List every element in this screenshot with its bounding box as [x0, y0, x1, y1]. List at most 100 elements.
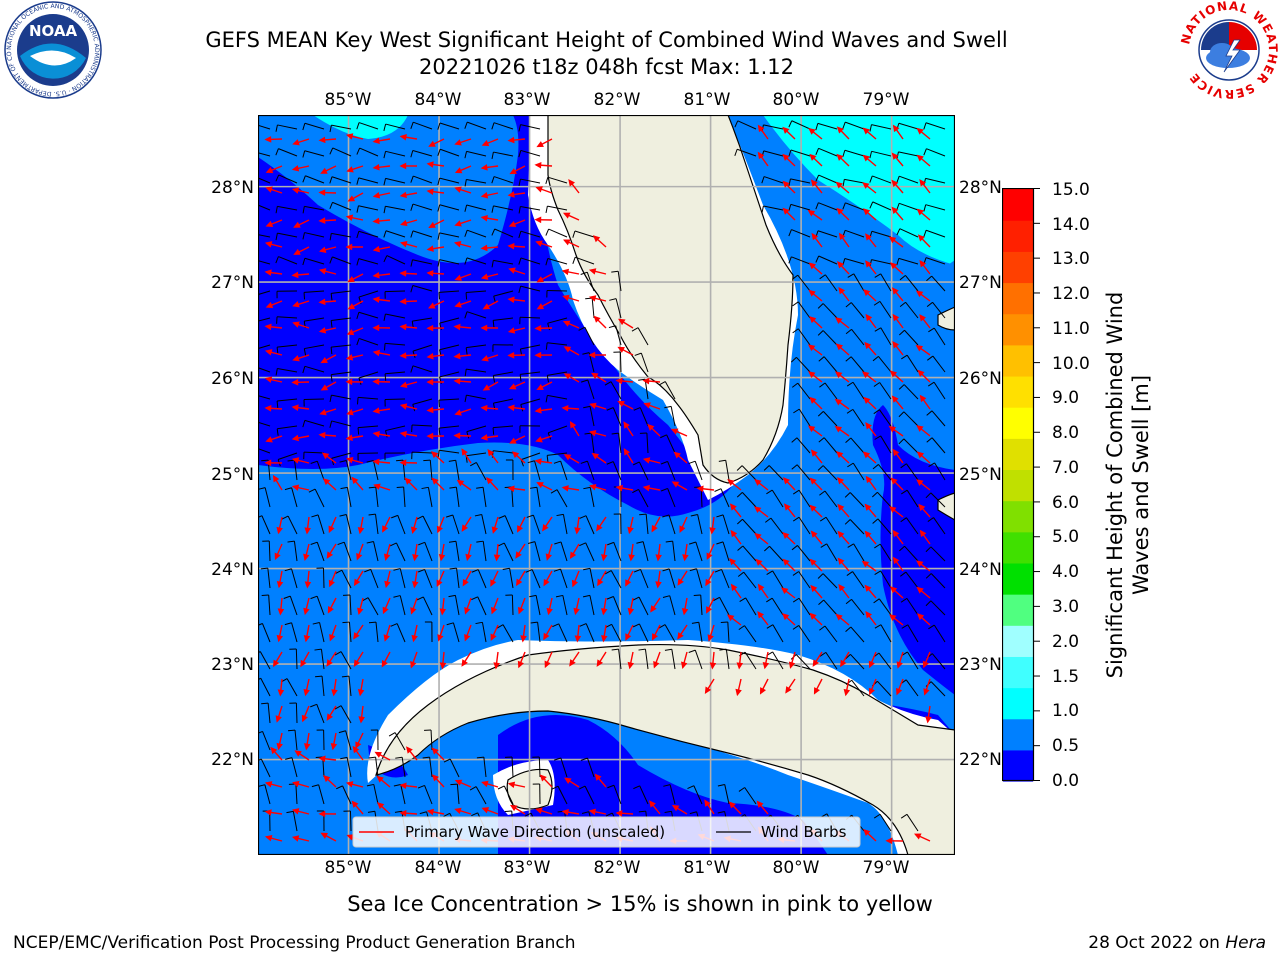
wave-arrow — [642, 484, 661, 492]
wind-barb — [396, 486, 406, 508]
wave-arrow — [509, 165, 526, 175]
wave-arrow — [439, 651, 447, 670]
wind-barb — [554, 541, 568, 562]
wind-barb — [505, 459, 514, 481]
colorbar-label: 2.0 — [1052, 632, 1080, 652]
wind-barb — [356, 147, 379, 157]
wave-arrow — [730, 583, 742, 599]
wind-barb — [518, 178, 541, 187]
wind-barb — [738, 625, 757, 643]
wave-arrow — [885, 837, 904, 845]
wind-barb — [491, 151, 514, 160]
wave-arrow — [481, 354, 499, 362]
wave-arrow — [643, 402, 661, 410]
wind-barb — [518, 149, 541, 158]
wind-barb — [340, 756, 352, 778]
wind-barb — [275, 148, 298, 157]
wave-arrow — [453, 432, 472, 440]
wave-arrow — [399, 809, 418, 817]
lat-tick-left: 22°N — [211, 750, 254, 770]
wind-barb — [284, 568, 298, 589]
wind-barb — [289, 702, 298, 724]
wave-arrow — [318, 217, 337, 224]
wind-barb — [927, 381, 946, 400]
wave-arrow — [353, 624, 364, 640]
wave-arrow — [596, 516, 607, 532]
wind-barb — [258, 344, 271, 350]
wind-barb — [336, 785, 352, 805]
wave-arrow — [863, 289, 877, 302]
wave-arrow — [426, 406, 445, 414]
wind-barb — [736, 465, 757, 481]
colorbar-swatch — [1003, 749, 1033, 782]
wind-barb — [900, 813, 919, 832]
wave-arrow — [601, 624, 608, 643]
wind-barb — [465, 344, 487, 355]
colorbar-label: 3.0 — [1052, 597, 1080, 617]
wave-arrow — [925, 705, 932, 724]
wind-barb — [276, 290, 298, 299]
wave-arrow — [563, 454, 580, 464]
wind-barb — [873, 382, 892, 400]
wind-barb — [410, 259, 433, 267]
colorbar-swatch — [1003, 594, 1033, 626]
wave-arrow — [535, 186, 553, 194]
wind-barb — [873, 813, 892, 832]
wave-arrow — [623, 448, 634, 464]
wind-barb — [395, 756, 406, 778]
wave-arrow — [677, 624, 688, 640]
colorbar-label: 11.0 — [1052, 319, 1090, 339]
wind-barb — [632, 488, 649, 508]
wave-arrow — [454, 186, 472, 194]
wind-barb — [792, 301, 811, 319]
wind-barb — [817, 573, 838, 589]
wind-barb — [498, 515, 514, 535]
wind-barb — [357, 396, 379, 405]
wind-barb — [658, 624, 676, 643]
wind-barb — [791, 274, 811, 292]
wave-arrow — [400, 240, 418, 248]
wave-arrow — [412, 570, 419, 589]
wind-barb — [315, 675, 325, 697]
wind-barb — [688, 649, 703, 670]
wind-barb — [258, 730, 271, 751]
wave-arrow — [810, 449, 823, 464]
footer-date: 28 Oct 2022 on Hera — [1040, 933, 1266, 953]
wind-barb — [437, 449, 460, 458]
wave-arrow — [835, 343, 850, 356]
wave-arrow — [810, 179, 823, 194]
wind-barb — [739, 597, 757, 616]
wind-barb — [388, 732, 406, 751]
wave-arrow — [276, 732, 283, 751]
wave-arrow — [461, 448, 472, 464]
wave-arrow — [919, 314, 931, 329]
wave-arrow — [615, 377, 634, 385]
wave-arrow — [507, 327, 526, 334]
wave-arrow — [345, 781, 364, 788]
wind-barb — [546, 452, 568, 463]
wave-arrow — [372, 245, 391, 253]
lon-tick-bottom: 80°W — [772, 858, 820, 878]
wave-arrow — [439, 597, 447, 616]
wind-barb — [734, 148, 757, 157]
wave-arrow — [642, 457, 661, 464]
map-grid — [258, 115, 955, 855]
wind-barb — [607, 541, 622, 562]
wave-arrow — [562, 212, 580, 221]
wave-arrow — [895, 678, 904, 696]
wave-arrow — [303, 624, 311, 643]
colorbar-swatch — [1003, 220, 1033, 252]
wind-barb — [763, 465, 784, 481]
wind-barb — [842, 202, 865, 211]
wind-barb — [660, 434, 676, 454]
wind-barb — [572, 256, 595, 265]
wave-arrow — [834, 398, 850, 410]
wind-barb — [928, 462, 946, 481]
wind-barb — [545, 394, 568, 403]
lon-tick-top: 84°W — [414, 90, 462, 110]
wave-arrow — [426, 324, 445, 332]
wave-arrow — [428, 138, 445, 147]
wave-arrow — [326, 543, 337, 559]
wind-barb — [449, 486, 460, 508]
wave-arrow — [916, 451, 931, 464]
